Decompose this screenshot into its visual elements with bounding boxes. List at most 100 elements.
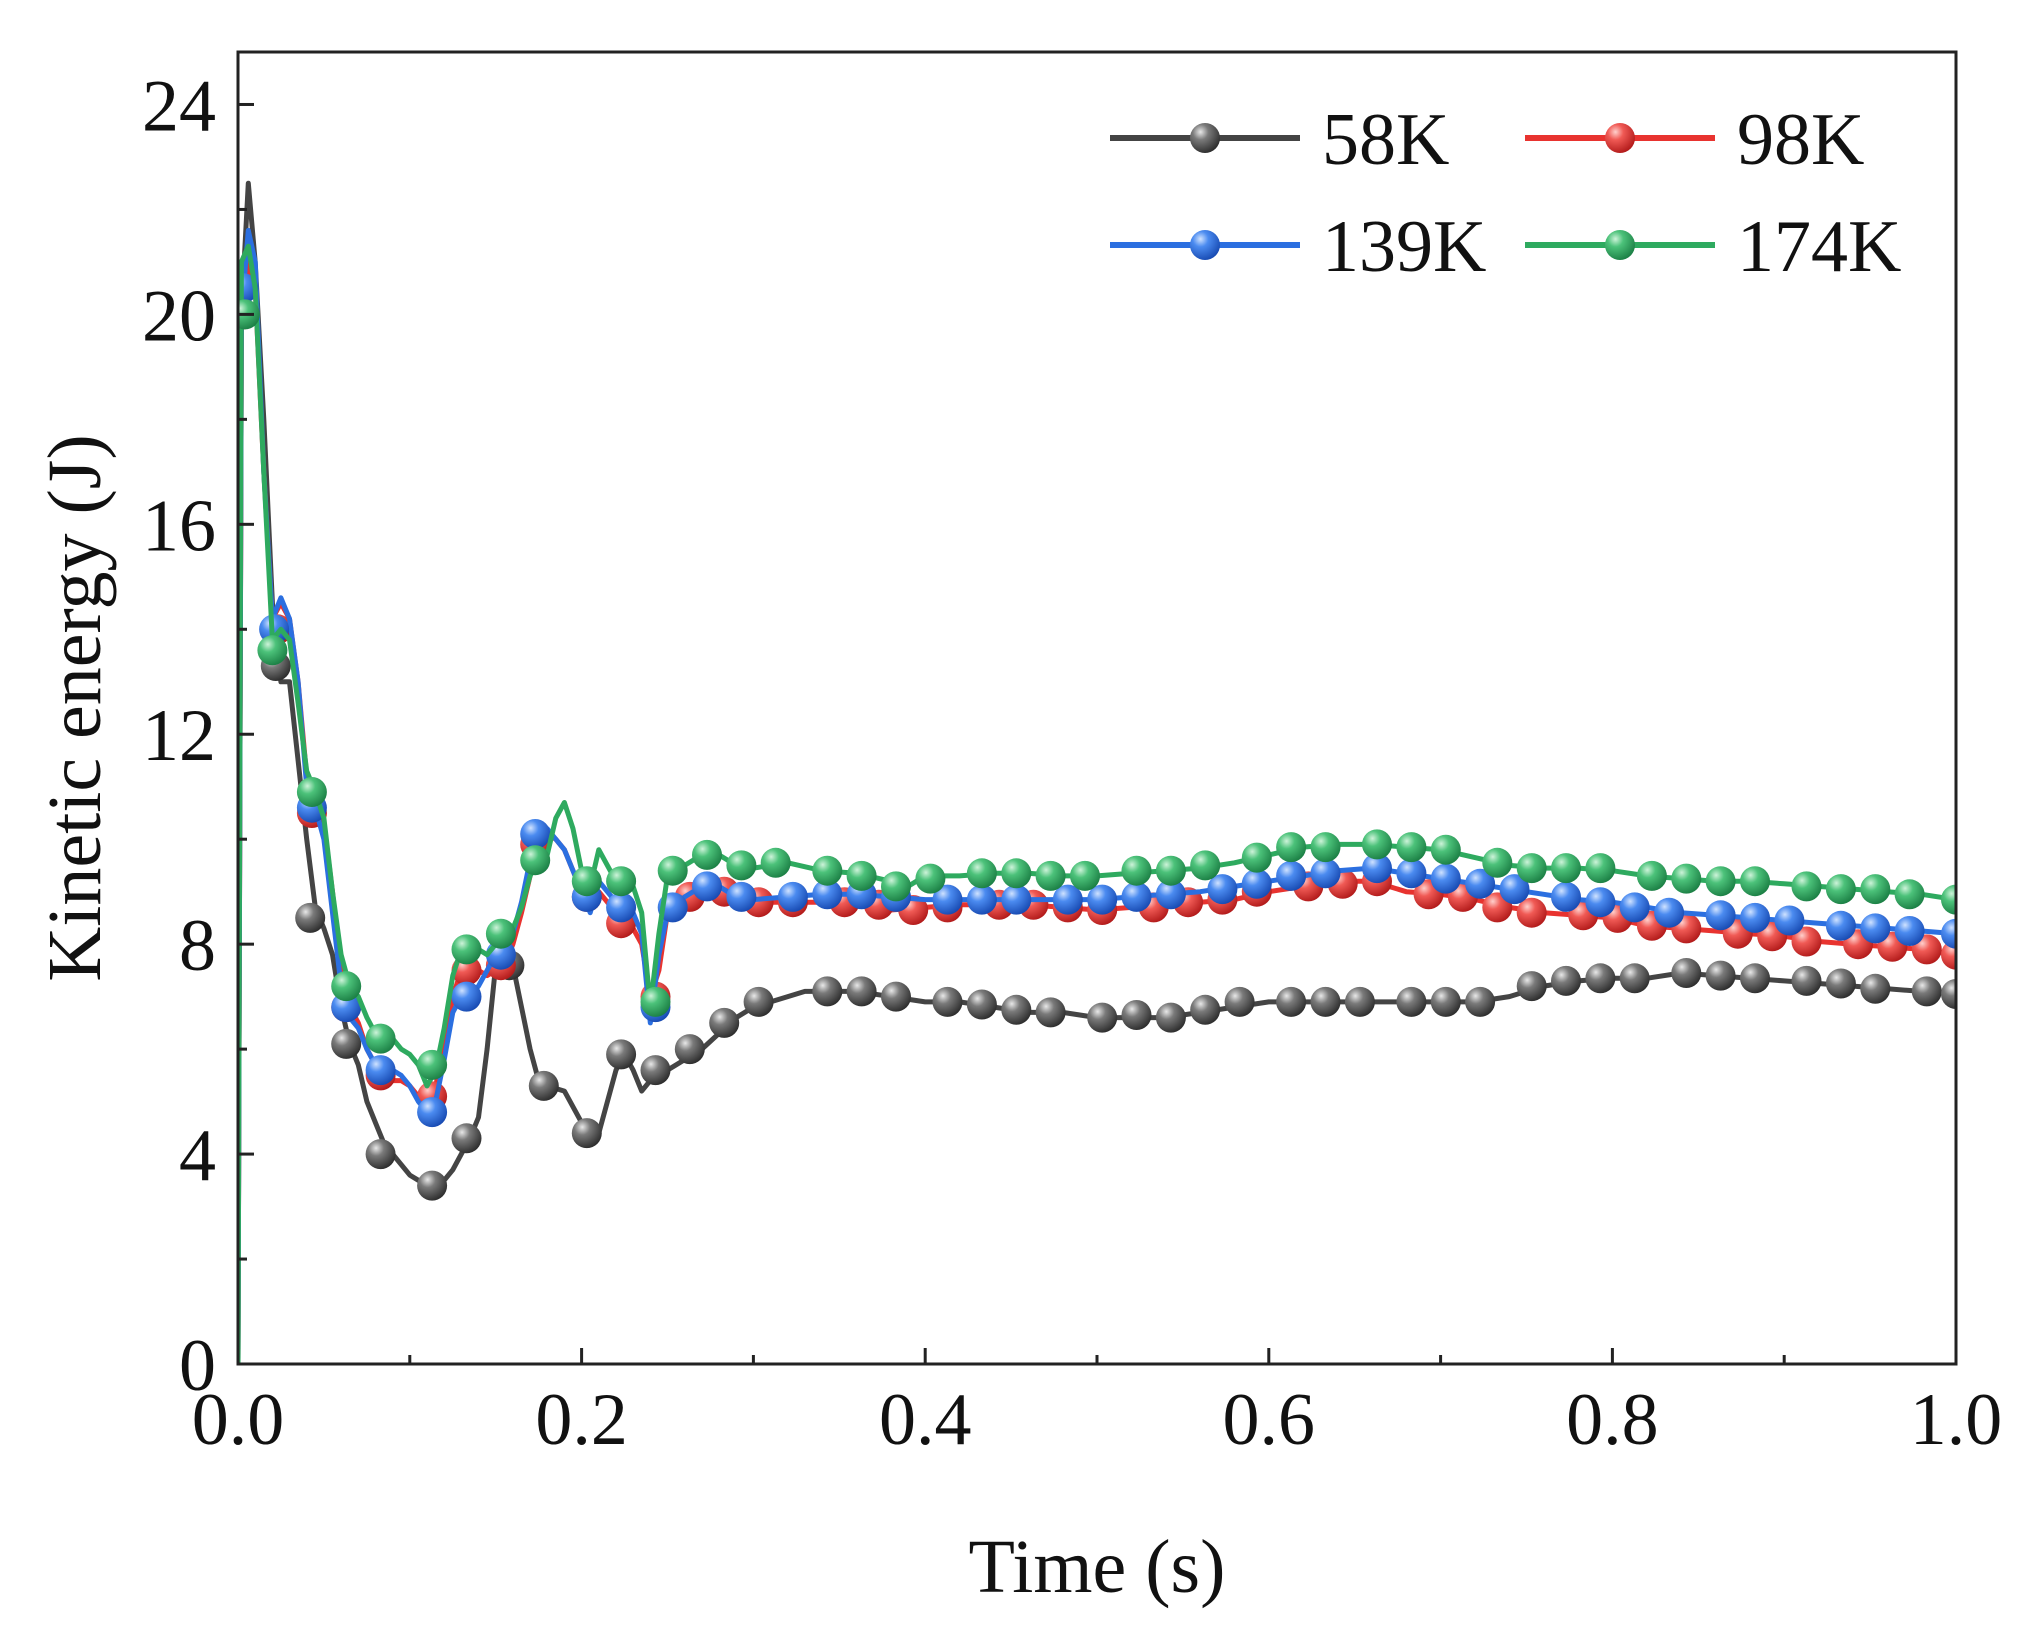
plot-frame <box>236 50 1958 1366</box>
data-point-139k <box>726 881 757 912</box>
data-point-58k <box>1430 986 1461 1017</box>
y-tick-label: 0 <box>179 1325 216 1407</box>
legend-label-98k: 98K <box>1737 99 1864 181</box>
data-point-174k <box>1070 860 1100 891</box>
y-tick-label: 20 <box>142 275 216 357</box>
data-point-58k <box>1465 986 1496 1017</box>
data-point-174k <box>296 777 327 807</box>
series-layer <box>238 180 1956 1364</box>
x-tick-label: 1.0 <box>1910 1379 2003 1461</box>
series-174k <box>238 243 1956 1364</box>
y-tick-label: 16 <box>142 485 216 567</box>
data-point-139k <box>1465 868 1496 899</box>
series-line-98k <box>238 259 1956 1364</box>
data-point-174k <box>1121 855 1152 886</box>
series-139k <box>238 227 1956 1364</box>
data-point-174k <box>1310 832 1341 863</box>
data-point-139k <box>520 819 551 849</box>
data-point-139k <box>1654 897 1685 928</box>
data-point-174k <box>1740 866 1770 897</box>
data-point-58k <box>1001 994 1032 1025</box>
data-point-174k <box>915 863 946 894</box>
data-point-139k <box>1276 860 1307 891</box>
data-point-174k <box>417 1049 448 1080</box>
data-point-139k <box>1430 863 1461 894</box>
x-tick-label: 0.4 <box>879 1379 972 1461</box>
data-point-139k <box>1941 918 1956 949</box>
legend-label-174k: 174K <box>1737 206 1901 288</box>
legend-item-174k: 174K <box>1525 206 1901 288</box>
data-point-174k <box>812 855 843 886</box>
data-point-58k <box>571 1118 602 1149</box>
data-point-58k <box>417 1170 448 1201</box>
data-point-174k <box>1001 858 1032 889</box>
data-point-58k <box>1619 963 1650 994</box>
data-point-58k <box>1155 1002 1186 1033</box>
data-point-58k <box>1190 994 1221 1025</box>
data-point-139k <box>606 892 637 923</box>
data-point-58k <box>1276 986 1307 1017</box>
data-point-58k <box>1791 965 1822 996</box>
data-point-139k <box>692 871 722 902</box>
data-point-58k <box>1035 997 1066 1028</box>
data-point-58k <box>1310 986 1341 1017</box>
data-point-58k <box>709 1007 740 1038</box>
data-point-139k <box>812 879 843 910</box>
data-point-58k <box>451 1123 482 1154</box>
data-point-58k <box>674 1034 705 1065</box>
legend-label-58k: 58K <box>1322 99 1449 181</box>
data-point-174k <box>520 845 551 876</box>
x-axis-title: Time (s) <box>969 1525 1226 1609</box>
data-point-58k <box>1516 971 1547 1002</box>
data-point-174k <box>881 871 911 902</box>
legend-label-139k: 139K <box>1322 206 1486 288</box>
data-point-139k <box>1121 881 1152 912</box>
data-point-58k <box>966 989 997 1020</box>
data-point-174k <box>1362 829 1392 860</box>
data-point-139k <box>1619 892 1650 923</box>
data-point-58k <box>365 1139 396 1170</box>
data-point-174k <box>846 860 877 891</box>
data-point-58k <box>1344 986 1375 1017</box>
data-point-174k <box>1482 847 1513 878</box>
data-point-139k <box>451 981 482 1012</box>
data-point-139k <box>1551 881 1581 912</box>
x-tick-label: 0.2 <box>535 1379 628 1461</box>
data-point-139k <box>1705 900 1736 931</box>
legend-marker-58k <box>1190 123 1220 153</box>
data-point-174k <box>1941 884 1956 915</box>
series-line-58k <box>238 180 1956 1364</box>
data-point-58k <box>881 981 911 1012</box>
data-point-58k <box>1396 986 1427 1017</box>
y-tick-label: 24 <box>142 65 216 147</box>
data-point-58k <box>640 1055 671 1086</box>
data-point-139k <box>777 881 808 912</box>
data-point-174k <box>257 635 288 666</box>
data-point-174k <box>1860 874 1891 905</box>
legend-item-139k: 139K <box>1110 206 1486 288</box>
data-point-174k <box>331 971 362 1002</box>
data-point-174k <box>640 986 671 1017</box>
series-58k <box>238 180 1956 1364</box>
data-point-174k <box>1671 863 1702 894</box>
data-point-58k <box>1911 976 1942 1007</box>
data-point-98k <box>1791 926 1822 957</box>
data-point-174k <box>1551 853 1581 884</box>
data-point-174k <box>657 855 688 886</box>
data-point-174k <box>1705 866 1736 897</box>
data-point-174k <box>692 839 722 870</box>
data-point-58k <box>1825 968 1856 999</box>
data-point-58k <box>1740 963 1770 994</box>
data-point-139k <box>966 884 997 915</box>
x-tick-label: 0.8 <box>1566 1379 1659 1461</box>
data-point-139k <box>1585 887 1616 918</box>
data-point-139k <box>1774 905 1805 936</box>
data-point-174k <box>1894 879 1925 910</box>
data-point-174k <box>1276 832 1307 863</box>
data-point-139k <box>1001 884 1032 915</box>
y-tick-label: 12 <box>142 695 216 777</box>
data-point-139k <box>1396 858 1427 889</box>
data-point-174k <box>726 850 757 881</box>
data-point-58k <box>295 902 326 933</box>
y-axis-title: Kinetic energy (J) <box>33 434 117 981</box>
